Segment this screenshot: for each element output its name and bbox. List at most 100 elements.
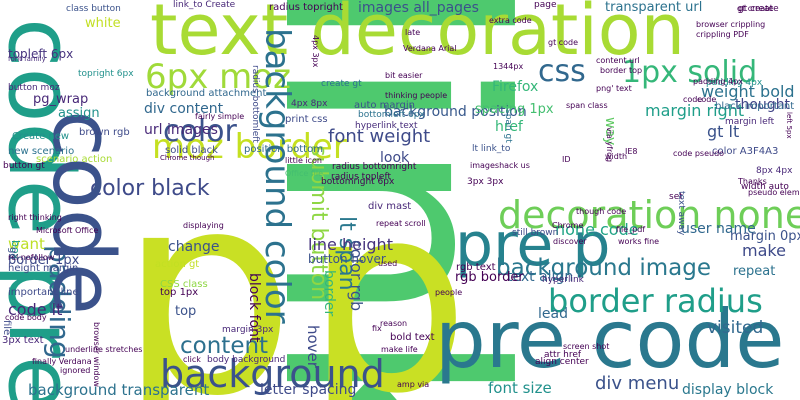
- word-span-class: span class: [566, 101, 608, 110]
- word-page: page: [534, 0, 557, 10]
- word-css: css: [538, 54, 586, 89]
- word-border-top: border top: [600, 66, 643, 75]
- word-font-family: font family: [8, 55, 46, 63]
- word-make: make: [742, 241, 786, 260]
- word-radius-bottomleft: radius bottomleft: [250, 65, 260, 143]
- word-padding: padding: [43, 245, 76, 359]
- word-top: top: [175, 304, 197, 319]
- word-thought: thought: [735, 97, 791, 113]
- word-background-color: background color: [257, 28, 297, 324]
- word-browser-window: browser window: [92, 322, 101, 387]
- word-change: change: [168, 239, 220, 255]
- word-padding-4px: padding 4px: [706, 78, 763, 88]
- word-want: want: [8, 235, 45, 253]
- word-pre-code: pre code: [435, 293, 785, 386]
- word-div-content: div content: [144, 101, 224, 117]
- word-new-scenario: new scenario: [8, 146, 75, 157]
- word-font-weight: font weight: [328, 126, 431, 147]
- word-bottomright-6px: bottomright 6px: [321, 177, 395, 187]
- word-top-1px: top 1px: [160, 287, 199, 298]
- word-black-important: black important: [715, 101, 795, 112]
- word-font-size: font size: [488, 379, 552, 397]
- word-moz-border: moz border: [152, 127, 347, 167]
- word-code-pre: code pre: [0, 18, 93, 400]
- word-code-pseudo: code pseudo: [673, 149, 725, 158]
- word-pseudo-element: pseudo element: [748, 188, 800, 197]
- word-chrome-though: Chrome though: [160, 154, 215, 162]
- word-gt-lt: gt lt: [707, 122, 740, 141]
- word-radius-topright: radius topright: [269, 2, 343, 13]
- word-color-a3f4a3: color A3F4A3: [712, 146, 779, 157]
- word-line-height: line height: [308, 235, 393, 254]
- word-browser-crippling: browser crippling: [696, 20, 766, 29]
- word-ie8: IE8: [625, 147, 638, 156]
- word-discover: discover: [553, 237, 587, 246]
- word-microsoft-office: Microsoft Office: [36, 226, 99, 235]
- word-finally-verdana: finally Verdana: [32, 357, 92, 366]
- word-id: ID: [562, 155, 571, 164]
- word-extra-code: extra code: [489, 16, 532, 25]
- word-margin-0px: margin 0px: [730, 229, 800, 244]
- word-gt-create: gt create: [738, 4, 779, 14]
- word-margin-left: margin left: [725, 117, 775, 127]
- word-way: way: [602, 117, 618, 146]
- word-display-block: display block: [682, 382, 774, 398]
- word-fix: fix: [372, 324, 382, 333]
- word-p: p: [118, 132, 296, 400]
- word-body-background: body background: [207, 355, 286, 365]
- word-css-class: CSS class: [160, 279, 208, 290]
- word-though-code: though code: [576, 207, 627, 216]
- word-block-font: block font: [246, 273, 262, 343]
- word-left-5px: left 5px: [785, 112, 793, 139]
- word-text-away: text away: [676, 191, 686, 236]
- word-text-align: text align: [507, 269, 574, 285]
- word-bold-text: bold text: [390, 332, 435, 343]
- word-still-brown: still brown: [512, 228, 559, 238]
- word-right-thinking: right thinking: [8, 213, 62, 222]
- word-thinking-people: thinking people: [385, 91, 448, 100]
- word-3px-text: 3px text: [2, 335, 44, 346]
- word-people: people: [435, 288, 463, 297]
- word-radius-bottomright: radius bottomright: [332, 162, 417, 172]
- word-button-gt: button gt: [3, 161, 45, 171]
- word-gt-create: gt create: [737, 4, 774, 13]
- word-set: set: [669, 192, 683, 202]
- word-decoration-none: decoration none: [498, 193, 800, 237]
- word-margin-right: margin right: [645, 101, 745, 120]
- word-used: used: [378, 259, 398, 268]
- word-8px-4px: 8px 4px: [756, 166, 793, 176]
- word-4px-8px: 4px 8px: [291, 99, 328, 109]
- word-screen-shot: screen shot: [563, 342, 610, 351]
- word-hover: hover: [304, 325, 322, 368]
- word-color-rgb: color rgb: [347, 240, 366, 312]
- word-class-button: class button: [66, 4, 121, 14]
- word-pre-p: pre p: [455, 210, 611, 280]
- word-solid-black: solid black: [165, 145, 218, 156]
- word-images-all-pages: images all_pages: [358, 0, 479, 16]
- word-code: code: [683, 95, 703, 104]
- word-user-name: user name: [681, 221, 756, 237]
- word-none-code: none code: [555, 220, 639, 239]
- word-rel-nofollow: rel nofollow: [8, 253, 55, 262]
- word-1px-solid: 1px solid: [622, 55, 758, 90]
- word-bit-easier: bit easier: [385, 71, 423, 80]
- word-white: white: [85, 16, 121, 31]
- word-border-radius: border radius: [548, 282, 763, 320]
- word-make-life: make life: [381, 345, 418, 354]
- word-submit-button: submit button: [306, 145, 331, 301]
- word-file: file: [1, 320, 12, 336]
- word-background-position: background position: [384, 104, 527, 120]
- word-repeat: repeat: [733, 264, 776, 279]
- word-url-images: url images: [144, 122, 218, 138]
- word-attr-href: attr href: [544, 350, 582, 360]
- word-border-1px: border 1px: [8, 253, 80, 268]
- word-important-line: important line: [8, 287, 79, 298]
- word-imageshack-us: imageshack us: [470, 161, 530, 170]
- word-topright-6px: topright 6px: [78, 69, 134, 79]
- word-underline-stretches: underline stretches: [65, 345, 143, 354]
- word-background: background: [160, 352, 385, 396]
- word-padding-4px: padding 4px: [693, 77, 743, 86]
- word-code-body: code body: [5, 313, 47, 322]
- word-amp-via: amp via: [397, 380, 430, 389]
